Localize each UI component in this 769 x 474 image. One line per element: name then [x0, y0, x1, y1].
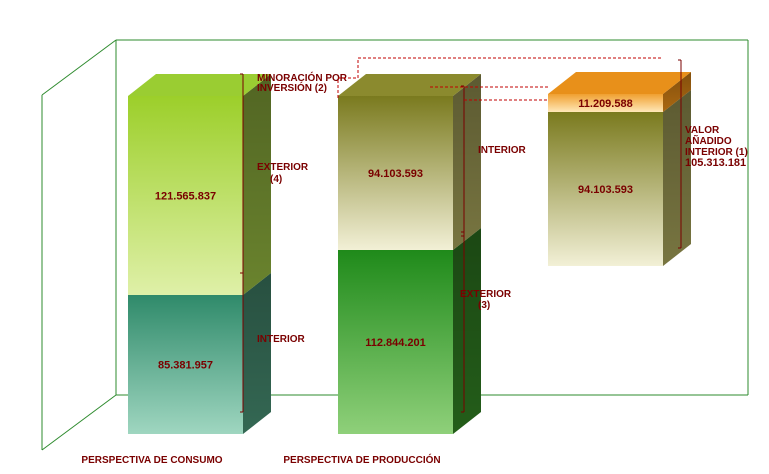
- label-valor-anadido-line-0: VALOR: [685, 125, 720, 136]
- column-1-segment-1: [338, 74, 481, 250]
- x-axis-labels: PERSPECTIVA DE CONSUMO PERSPECTIVA DE PRO…: [81, 453, 440, 466]
- column-2-segment-1: [548, 72, 691, 112]
- column-1-segment-0-side-shade: [453, 228, 481, 434]
- label-produccion-interior: INTERIOR: [478, 145, 527, 156]
- bars-layer: 85.381.957 121.565.837 112.844.201 94.103.5…: [128, 72, 691, 434]
- column-2-segment-0-value-label: 94.103.593: [578, 184, 633, 196]
- label-consumo-interior: INTERIOR: [257, 334, 306, 345]
- column-1-segment-1-side-shade: [453, 74, 481, 250]
- column-1-segment-0-value-label: 112.844.201: [365, 337, 426, 349]
- label-consumo-exterior-line-0: EXTERIOR: [257, 162, 309, 173]
- label-valor-anadido-line-3: 105.313.181: [685, 157, 746, 169]
- label-valor-anadido-line-2: INTERIOR (1): [685, 147, 748, 158]
- column-1-segment-1-value-label: 94.103.593: [368, 168, 423, 180]
- minoracion-connector-top: [337, 57, 662, 98]
- column-1-segment-1-front: [338, 96, 453, 250]
- column-0-segment-1-value-label: 121.565.837: [155, 191, 216, 203]
- column-0-segment-0-side-shade: [243, 273, 271, 434]
- x-axis-label-0: PERSPECTIVA DE CONSUMO: [81, 455, 222, 466]
- column-1-segment-0-front: [338, 250, 453, 434]
- column-2-segment-0: [548, 90, 691, 266]
- label-consumo-exterior-line-1: (4): [270, 174, 282, 185]
- column-2-segment-1-top: [548, 72, 691, 94]
- column-0-segment-1: [128, 74, 271, 295]
- column-0-segment-0: [128, 273, 271, 434]
- column-2-segment-1-value-label: 11.209.588: [578, 98, 632, 110]
- label-minoracion-line-1: INVERSIÓN (2): [257, 81, 327, 94]
- column-0-segment-0-value-label: 85.381.957: [158, 360, 213, 372]
- column-2-segment-1-side-shade: [663, 72, 691, 112]
- annotations-layer: EXTERIOR(4)INTERIORINTERIOREXTERIOR(3)MI…: [240, 57, 748, 413]
- column-1-segment-0: [338, 228, 481, 434]
- column-2-segment-0-front: [548, 112, 663, 266]
- column-0-segment-1-front: [128, 96, 243, 295]
- column-2-segment-0-side-shade: [663, 90, 691, 266]
- column-0-segment-1-top: [128, 74, 271, 96]
- label-produccion-exterior-line-0: EXTERIOR: [460, 289, 512, 300]
- column-2-segment-1-front: [548, 94, 663, 112]
- label-valor-anadido-line-1: AÑADIDO: [685, 134, 732, 147]
- column-0-segment-0-front: [128, 295, 243, 434]
- column-0-segment-1-side-shade: [243, 74, 271, 295]
- label-produccion-exterior-line-1: (3): [478, 300, 490, 311]
- x-axis-label-1: PERSPECTIVA DE PRODUCCIÓN: [283, 453, 440, 466]
- column-1-segment-1-top: [338, 74, 481, 96]
- label-minoracion-line-0: MINORACIÓN POR: [257, 71, 348, 84]
